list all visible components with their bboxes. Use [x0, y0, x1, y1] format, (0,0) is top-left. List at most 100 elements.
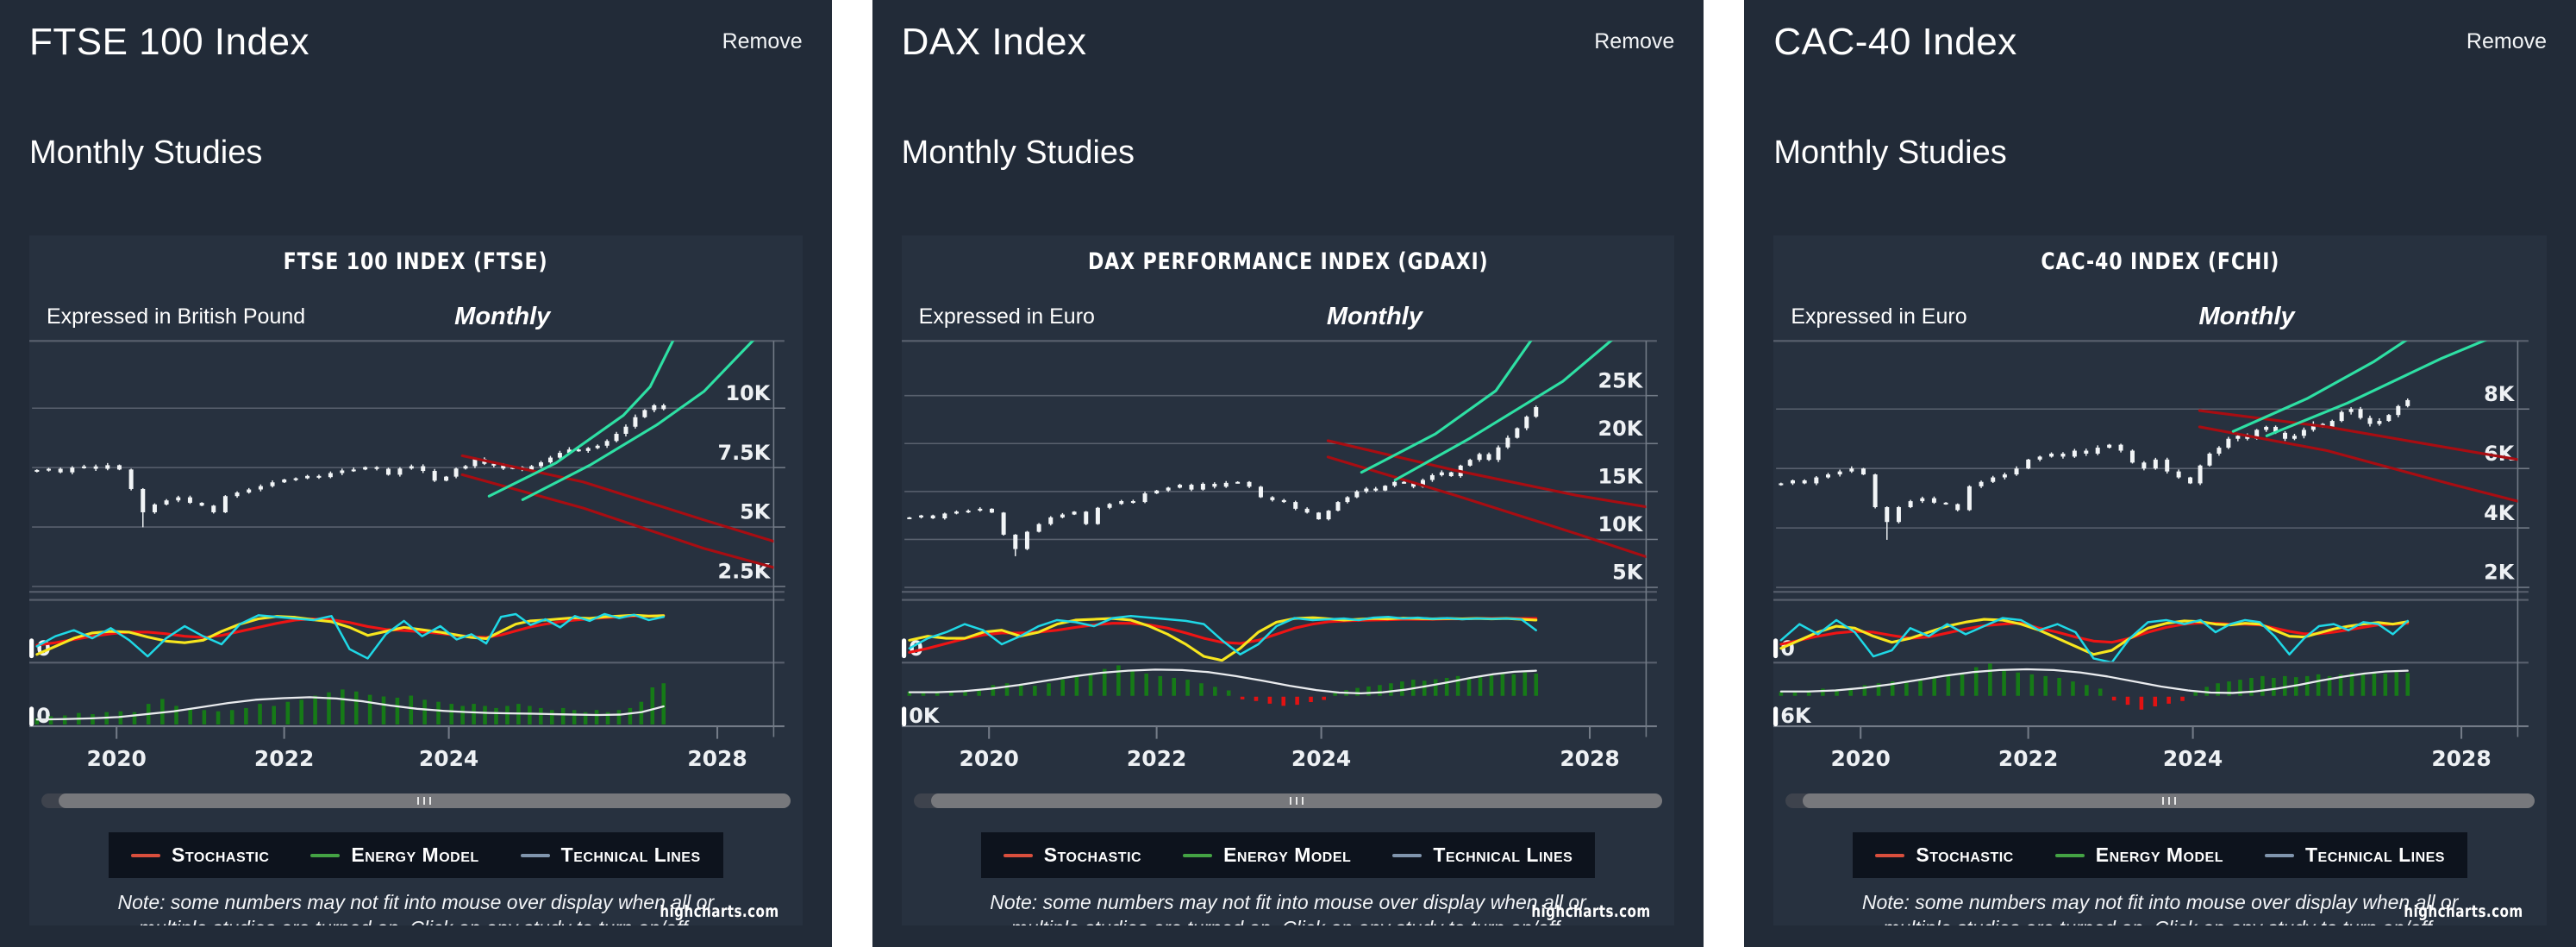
page-title: CAC-40 Index	[1773, 21, 2017, 63]
panel-header: CAC-40 Index Remove	[1773, 0, 2547, 64]
currency-label: Expressed in Euro	[1791, 304, 1967, 329]
highcharts-credit[interactable]: highcharts.com	[2404, 902, 2523, 921]
currency-label: Expressed in Euro	[918, 304, 1095, 329]
scrollbar-thumb[interactable]	[1803, 793, 2535, 809]
chart-title: CAC-40 INDEX (FCHI)	[2041, 248, 2280, 275]
chart-card: DAX PERFORMANCE INDEX (GDAXI) Expressed …	[901, 235, 1675, 925]
legend-label: Energy Model	[2095, 844, 2223, 867]
svg-text:2.5K: 2.5K	[717, 560, 771, 584]
stochastic-line-swatch	[1875, 853, 1905, 857]
chart-subtitle-row: Expressed in Euro Monthly	[1773, 303, 2547, 332]
highcharts-credit[interactable]: highcharts.com	[660, 902, 779, 921]
panel-subtitle: Monthly Studies	[901, 135, 1135, 171]
legend-label: Technical Lines	[2304, 844, 2445, 867]
svg-text:0K: 0K	[909, 704, 941, 728]
chart-card: CAC-40 INDEX (FCHI) Expressed in Euro Mo…	[1773, 235, 2548, 925]
highcharts-credit[interactable]: highcharts.com	[1531, 902, 1652, 921]
legend-label: Technical Lines	[560, 844, 701, 867]
interval-label: Monthly	[2198, 303, 2295, 330]
currency-label: Expressed in British Pound	[47, 304, 306, 329]
legend-item-technical-lines[interactable]: Technical Lines	[2264, 844, 2445, 867]
note-line-2: multiple studies are turned on. Click on…	[29, 915, 803, 925]
technical-lines-swatch	[520, 853, 550, 857]
page-title: FTSE 100 Index	[29, 21, 309, 63]
chart-subtitle-row: Expressed in British Pound Monthly	[29, 303, 803, 332]
stochastic-line-swatch	[131, 853, 161, 857]
svg-text:2028: 2028	[687, 746, 747, 771]
panel-header: DAX Index Remove	[902, 0, 1675, 64]
svg-text:6K: 6K	[1781, 704, 1813, 728]
scrollbar-grip-icon	[417, 797, 432, 806]
legend-item-technical-lines[interactable]: Technical Lines	[520, 844, 701, 867]
note-line-2: multiple studies are turned on. Click on…	[1773, 915, 2547, 925]
scrollbar-grip-icon	[1290, 797, 1304, 806]
chart-title: DAX PERFORMANCE INDEX (GDAXI)	[1087, 248, 1489, 275]
svg-text:2028: 2028	[2432, 746, 2492, 771]
energy-model-line-swatch	[310, 853, 341, 857]
note-line-1: Note: some numbers may not fit into mous…	[1861, 891, 2459, 914]
panel-dax: DAX Index Remove Monthly Studies DAX PER…	[872, 0, 1704, 947]
scrollbar-thumb[interactable]	[930, 793, 1663, 809]
legend-item-technical-lines[interactable]: Technical Lines	[1392, 844, 1572, 867]
legend-item-stochastic[interactable]: Stochastic	[1003, 844, 1142, 867]
svg-text:10K: 10K	[1597, 512, 1643, 536]
remove-button[interactable]: Remove	[2466, 29, 2548, 53]
legend-item-stochastic[interactable]: Stochastic	[1875, 844, 2013, 867]
legend-item-energy-model[interactable]: Energy Model	[310, 844, 478, 867]
legend-label: Stochastic	[172, 844, 270, 867]
interval-label: Monthly	[1326, 303, 1422, 330]
svg-text:2022: 2022	[254, 746, 314, 771]
interval-label: Monthly	[454, 303, 551, 330]
scrollbar-grip-icon	[2161, 797, 2176, 806]
svg-text:5K: 5K	[740, 500, 772, 524]
remove-button[interactable]: Remove	[722, 29, 803, 53]
svg-text:15K: 15K	[1597, 465, 1643, 489]
svg-text:2022: 2022	[1998, 746, 2058, 771]
panel-ftse-100: FTSE 100 Index Remove Monthly Studies FT…	[0, 0, 832, 947]
legend-label: Energy Model	[1223, 844, 1352, 867]
svg-text:0: 0	[36, 704, 51, 728]
svg-text:2024: 2024	[1291, 746, 1351, 771]
svg-text:5K: 5K	[1612, 561, 1644, 585]
svg-text:2022: 2022	[1127, 746, 1186, 771]
chart-note: Note: some numbers may not fit into mous…	[902, 889, 1675, 925]
svg-text:2020: 2020	[1831, 746, 1891, 771]
svg-text:10K: 10K	[726, 381, 772, 405]
legend-label: Stochastic	[1916, 844, 2014, 867]
note-line-1: Note: some numbers may not fit into mous…	[990, 891, 1586, 914]
svg-text:8K: 8K	[2484, 382, 2516, 406]
chart-note: Note: some numbers may not fit into mous…	[1773, 889, 2547, 925]
page-title: DAX Index	[901, 21, 1087, 63]
energy-model-line-swatch	[2054, 853, 2085, 857]
svg-text:7.5K: 7.5K	[717, 441, 771, 465]
svg-text:25K: 25K	[1597, 368, 1643, 392]
technical-lines-swatch	[2264, 853, 2294, 857]
chart-scrollbar[interactable]	[913, 793, 1663, 809]
svg-text:4K: 4K	[2484, 501, 2516, 525]
remove-button[interactable]: Remove	[1594, 29, 1675, 53]
panel-subtitle: Monthly Studies	[29, 135, 263, 171]
scrollbar-thumb[interactable]	[59, 793, 791, 809]
panel-cac-40: CAC-40 Index Remove Monthly Studies CAC-…	[1744, 0, 2576, 947]
svg-text:2020: 2020	[959, 746, 1018, 771]
svg-text:2K: 2K	[2484, 561, 2516, 585]
legend-label: Stochastic	[1043, 844, 1142, 867]
legend-item-stochastic[interactable]: Stochastic	[131, 844, 269, 867]
svg-text:2024: 2024	[2163, 746, 2223, 771]
energy-model-line-swatch	[1183, 853, 1213, 857]
svg-text:2024: 2024	[419, 746, 478, 771]
legend-item-energy-model[interactable]: Energy Model	[1183, 844, 1351, 867]
svg-text:20K: 20K	[1597, 417, 1643, 441]
note-line-1: Note: some numbers may not fit into mous…	[117, 891, 715, 914]
svg-text:2028: 2028	[1560, 746, 1619, 771]
legend-label: Technical Lines	[1433, 844, 1573, 867]
chart-scrollbar[interactable]	[1785, 793, 2535, 809]
chart-legend: Stochastic Energy Model Technical Lines	[1853, 832, 2467, 879]
legend-item-energy-model[interactable]: Energy Model	[2054, 844, 2223, 867]
chart-subtitle-row: Expressed in Euro Monthly	[902, 303, 1675, 332]
chart-scrollbar[interactable]	[41, 793, 791, 809]
note-line-2: multiple studies are turned on. Click on…	[902, 915, 1675, 925]
